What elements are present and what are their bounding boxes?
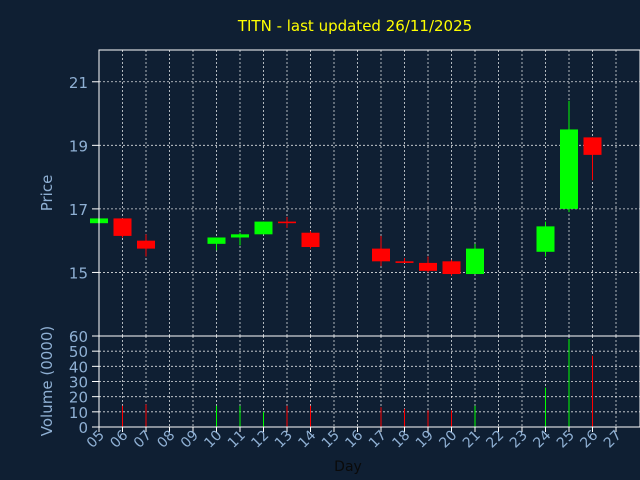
- volume-y-tick-label: 0: [78, 419, 88, 437]
- volume-y-tick-label: 20: [69, 389, 88, 407]
- price-y-tick-label: 17: [69, 201, 88, 219]
- chart-title: TITN - last updated 26/11/2025: [237, 17, 472, 35]
- candle-body: [113, 218, 132, 236]
- candle-body: [137, 240, 155, 249]
- candle-body: [442, 261, 461, 275]
- x-ticks: 05 06 07 08 09 10 11 12 13 14 15 16 17 18 19 20 21 22 23 24…: [84, 427, 625, 451]
- candle-body: [466, 248, 484, 275]
- candle-body: [254, 221, 273, 235]
- x-axis-label: Day: [334, 459, 362, 475]
- candle-body: [419, 262, 437, 271]
- candle-body: [560, 129, 578, 209]
- candle-body: [372, 248, 390, 262]
- candle-body: [583, 137, 602, 155]
- volume-y-tick-label: 60: [69, 328, 88, 346]
- candle-body: [536, 226, 555, 252]
- volume-axis-label: Volume (0000): [38, 326, 56, 436]
- candle-body: [231, 234, 249, 238]
- candle-body: [278, 221, 296, 224]
- volume-plot-frame: [98, 335, 640, 428]
- price-candles: [90, 100, 602, 276]
- candle-body: [395, 261, 414, 263]
- candle-body: [207, 237, 226, 244]
- volume-y-tick-label: 30: [69, 374, 88, 392]
- price-panel: 15 17 19 21 Price: [38, 49, 640, 337]
- volume-y-tick-label: 50: [69, 343, 88, 361]
- price-y-tick-label: 21: [69, 74, 88, 92]
- volume-bars: [122, 339, 593, 427]
- volume-y-tick-label: 40: [69, 358, 88, 376]
- price-axis-label: Price: [38, 175, 56, 212]
- price-y-tick-label: 19: [69, 137, 88, 155]
- candle-body: [301, 232, 320, 248]
- price-y-ticks: 15 17 19 21: [69, 74, 99, 282]
- price-y-tick-label: 15: [69, 264, 88, 282]
- volume-y-tick-label: 10: [69, 404, 88, 422]
